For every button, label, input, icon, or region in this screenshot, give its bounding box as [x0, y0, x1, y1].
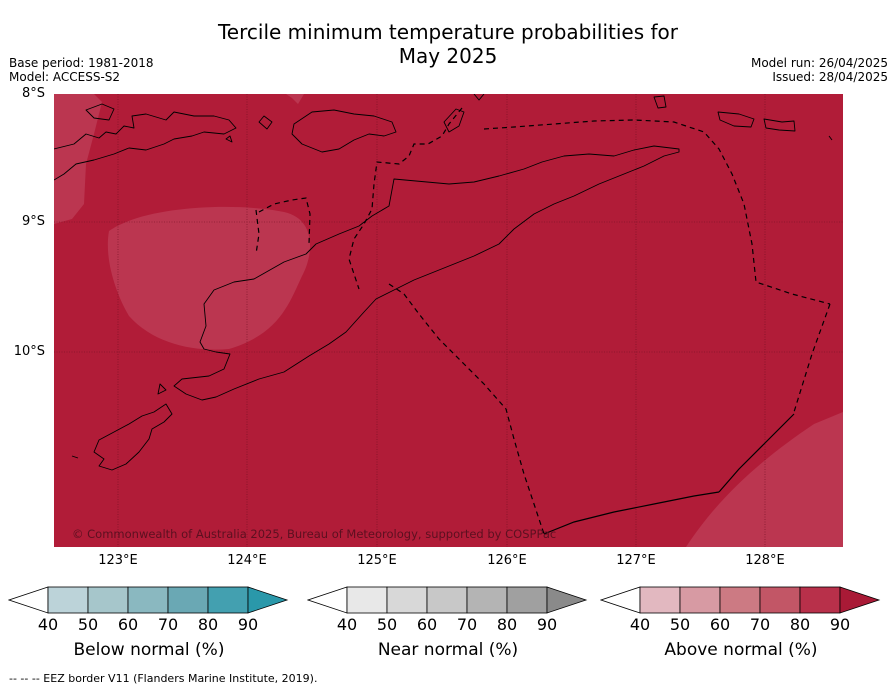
legend-above-tick-50: 50: [669, 615, 691, 634]
light-region-southeast: [686, 412, 843, 547]
legend-above-swatch-5: [799, 586, 841, 614]
model-name: Model: ACCESS-S2: [9, 70, 121, 84]
lat-label-8s: 8°S: [21, 86, 45, 101]
legend-above-high-arrow: [839, 586, 881, 614]
legend-near-tick-40: 40: [336, 615, 358, 634]
lon-label-125e: 125°E: [357, 553, 397, 568]
model-run: Model run: 26/04/2025: [750, 56, 888, 70]
legend-near-tick-60: 60: [416, 615, 438, 634]
legend-near-swatch-3: [426, 586, 468, 614]
eez-footer-note: -- -- -- EEZ border V11 (Flanders Marine…: [9, 672, 318, 685]
legend-below-high-arrow: [247, 586, 289, 614]
legend-near-swatch-2: [386, 586, 428, 614]
legend-near-label: Near normal (%): [377, 640, 519, 660]
legend-below-tick-70: 70: [157, 615, 179, 634]
lat-label-9s: 9°S: [21, 214, 45, 229]
legend-near-normal-colorbar: [307, 586, 588, 614]
lon-label-127e: 127°E: [616, 553, 656, 568]
legend-above-swatch-1: [639, 586, 681, 614]
legend-above-tick-80: 80: [789, 615, 811, 634]
legend-below-tick-60: 60: [117, 615, 139, 634]
legend-near-tick-90: 90: [536, 615, 558, 634]
legend-below-label: Below normal (%): [73, 640, 225, 660]
base-period: Base period: 1981-2018: [9, 56, 154, 70]
legend-near-swatch-5: [506, 586, 548, 614]
light-region-timor: [107, 206, 311, 350]
coastlines: [54, 94, 833, 493]
map-title: Tercile minimum temperature probabilitie…: [0, 20, 896, 68]
eez-borders: [255, 107, 831, 535]
legend-above-swatch-3: [719, 586, 761, 614]
legend-near-swatch-1: [346, 586, 388, 614]
legend-below-tick-90: 90: [237, 615, 259, 634]
issued-date: Issued: 28/04/2025: [772, 70, 888, 84]
light-region-northwest: [54, 94, 102, 224]
lon-label-123e: 123°E: [98, 553, 138, 568]
light-region-north: [286, 94, 304, 104]
lon-label-124e: 124°E: [227, 553, 267, 568]
meta-left: Base period: 1981-2018 Model: ACCESS-S2: [9, 56, 154, 84]
title-line-2: May 2025: [398, 44, 498, 68]
legend-near-tick-70: 70: [456, 615, 478, 634]
legend-above-label: Above normal (%): [664, 640, 818, 660]
legend-above-normal-colorbar: [600, 586, 881, 614]
legend-near-tick-80: 80: [496, 615, 518, 634]
legend-below-swatch-4: [167, 586, 209, 614]
legend-below-low-arrow: [8, 586, 49, 614]
legend-above-swatch-4: [759, 586, 801, 614]
legend-above-swatch-2: [679, 586, 721, 614]
legend-near-swatch-4: [466, 586, 508, 614]
lat-label-10s: 10°S: [13, 344, 45, 359]
lon-label-126e: 126°E: [487, 553, 527, 568]
legend-near-tick-50: 50: [376, 615, 398, 634]
lon-label-128e: 128°E: [745, 553, 785, 568]
legend-above-low-arrow: [600, 586, 641, 614]
legend-below-tick-50: 50: [77, 615, 99, 634]
legend-near-high-arrow: [546, 586, 588, 614]
probability-map: © Commonwealth of Australia 2025, Bureau…: [54, 94, 843, 547]
legend-above-tick-70: 70: [749, 615, 771, 634]
meta-right: Model run: 26/04/2025 Issued: 28/04/2025: [751, 56, 888, 84]
legend-below-tick-80: 80: [197, 615, 219, 634]
legend-below-swatch-5: [207, 586, 249, 614]
legend-below-swatch-3: [127, 586, 169, 614]
legend-below-swatch-2: [87, 586, 129, 614]
legend-near-low-arrow: [307, 586, 348, 614]
legend-below-tick-40: 40: [37, 615, 59, 634]
legend-above-tick-90: 90: [829, 615, 851, 634]
title-line-1: Tercile minimum temperature probabilitie…: [217, 20, 679, 44]
legend-below-swatch-1: [47, 586, 89, 614]
legend-below-normal-colorbar: [8, 586, 289, 614]
legend-above-tick-60: 60: [709, 615, 731, 634]
copyright-text: © Commonwealth of Australia 2025, Bureau…: [72, 527, 556, 541]
legend-above-tick-40: 40: [629, 615, 651, 634]
